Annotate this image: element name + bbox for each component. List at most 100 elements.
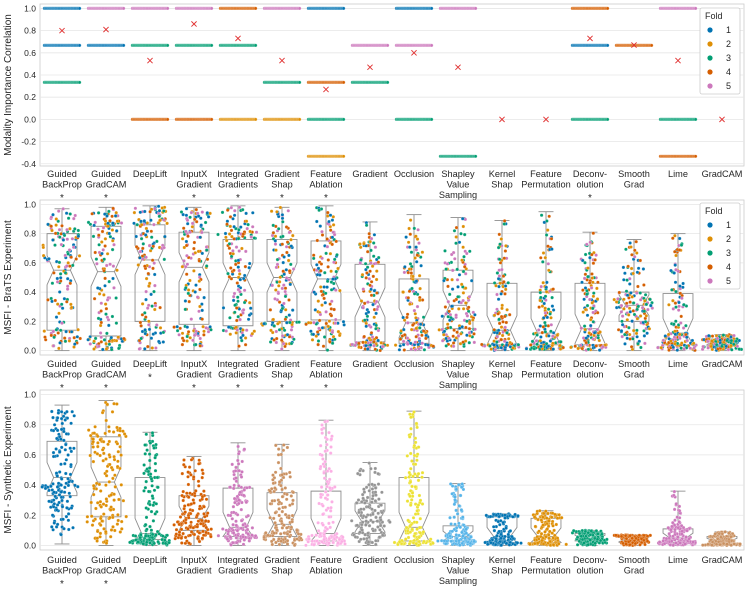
data-point [591,320,596,324]
data-point [543,294,548,298]
data-point [239,225,243,229]
data-point [325,348,330,352]
data-point [550,295,554,300]
data-point [328,302,332,306]
data-point [63,485,67,490]
data-point [546,344,551,348]
data-point [69,330,74,334]
data-point [503,328,507,332]
data-point [101,347,105,352]
data-point [341,6,346,11]
mean-marker-stroke [147,57,153,64]
data-point [497,232,501,237]
data-point [415,304,420,309]
data-point [362,241,366,246]
data-point [583,286,588,290]
x-tick-label: olution [576,370,603,380]
data-point [503,325,507,330]
data-point [535,333,539,337]
data-point [369,280,374,284]
mean-marker [147,57,153,64]
data-point [200,308,204,313]
data-point [153,469,158,473]
legend-label: 5 [726,81,731,91]
data-point [417,274,422,278]
data-point [649,43,654,48]
data-point [283,286,288,290]
data-point [111,515,115,520]
data-point [112,492,116,496]
data-point [182,504,187,508]
data-point [593,258,597,262]
data-point [341,154,346,159]
data-point [115,402,119,406]
data-point [86,338,90,342]
data-point [673,280,678,284]
data-point [61,238,66,242]
data-point [585,278,589,282]
significance-star: * [60,193,64,204]
x-tick-label: Occlusion [394,555,434,565]
data-point [546,228,550,232]
data-point [68,472,73,477]
data-point [114,321,119,325]
data-point [496,312,500,316]
data-point [49,484,53,488]
data-point [329,509,333,513]
data-point [268,502,273,506]
data-point [138,249,142,254]
data-point [462,255,466,259]
data-point [158,326,163,330]
data-point [429,6,434,11]
data-point [277,284,281,288]
data-point [535,342,539,346]
data-point [629,266,634,271]
data-point [120,527,124,531]
data-point [55,416,60,420]
data-point [148,541,152,545]
data-point [71,263,75,268]
data-point [456,285,460,289]
data-point [198,336,202,341]
data-point [724,344,728,348]
data-point [277,227,281,231]
data-point [402,270,407,275]
data-point [196,249,201,254]
data-point [189,473,193,477]
data-point [95,501,100,505]
data-point [616,328,621,332]
data-point [286,258,291,263]
data-point [304,543,308,548]
data-point [680,341,684,345]
data-point [105,331,109,336]
data-point [720,344,724,348]
data-point [132,210,137,215]
data-point [276,453,281,457]
data-point [254,230,259,234]
data-point [111,430,116,434]
data-point [114,339,119,343]
data-point [289,262,293,267]
data-point [153,283,157,288]
data-point [51,505,56,509]
data-point [85,520,89,524]
data-point [188,215,192,219]
data-point [539,295,543,300]
data-point [231,298,236,303]
data-point [151,503,155,507]
data-point [244,525,248,529]
data-point [107,429,112,433]
data-point [701,344,705,349]
data-point [338,288,342,293]
data-point [641,267,646,271]
data-point [499,338,503,342]
data-point [115,522,120,526]
data-point [72,414,76,418]
data-point [271,481,276,485]
data-point [596,280,600,284]
data-point [146,271,150,276]
data-point [185,339,189,343]
data-point [99,505,103,509]
data-point [147,538,152,542]
data-point [59,410,64,414]
